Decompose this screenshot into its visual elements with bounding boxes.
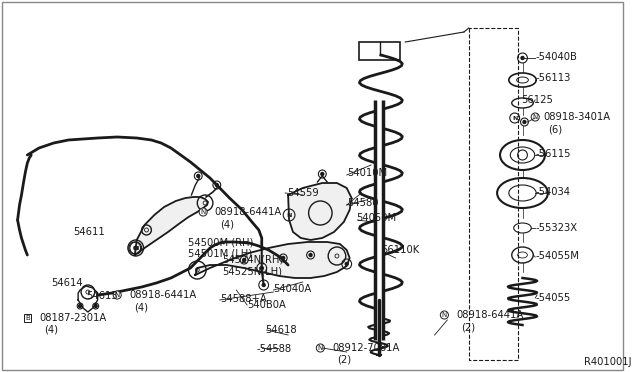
Text: -54588: -54588	[257, 344, 292, 354]
Text: (2): (2)	[337, 355, 351, 365]
Circle shape	[243, 259, 246, 262]
Text: -56115: -56115	[535, 149, 571, 159]
Text: N: N	[286, 212, 292, 218]
Text: -55323X: -55323X	[535, 223, 577, 233]
Text: (6): (6)	[548, 124, 562, 134]
Text: 54618: 54618	[266, 325, 297, 335]
Text: 54500M (RH): 54500M (RH)	[189, 237, 254, 247]
Text: (4): (4)	[44, 325, 58, 335]
Text: 08918-6441A: 08918-6441A	[215, 207, 282, 217]
Text: 56125: 56125	[522, 95, 554, 105]
Text: 08918-6441A: 08918-6441A	[456, 310, 524, 320]
Circle shape	[260, 266, 263, 269]
Text: 54614: 54614	[51, 278, 83, 288]
Circle shape	[262, 283, 265, 286]
Text: 08912-7081A: 08912-7081A	[332, 343, 399, 353]
Text: 54580: 54580	[347, 198, 378, 208]
Text: -54055: -54055	[535, 293, 570, 303]
Circle shape	[282, 257, 285, 260]
Text: 08918-6441A: 08918-6441A	[129, 290, 196, 300]
Text: 08187-2301A: 08187-2301A	[39, 313, 106, 323]
Text: -54034: -54034	[535, 187, 570, 197]
Circle shape	[521, 57, 524, 60]
Text: 54588+A: 54588+A	[220, 294, 266, 304]
Text: R401001J: R401001J	[584, 357, 632, 367]
Text: N: N	[133, 246, 138, 250]
Text: N: N	[132, 246, 138, 250]
Text: 54525N(LH): 54525N(LH)	[223, 267, 283, 277]
Text: 54613: 54613	[86, 291, 118, 301]
Circle shape	[523, 121, 526, 124]
Circle shape	[321, 173, 324, 176]
Text: N: N	[532, 114, 538, 120]
Polygon shape	[288, 183, 351, 240]
Text: N: N	[317, 345, 323, 351]
Text: 54050M: 54050M	[356, 213, 397, 223]
Circle shape	[94, 305, 97, 308]
Text: 08918-3401A: 08918-3401A	[543, 112, 610, 122]
Text: 54040A: 54040A	[273, 284, 312, 294]
Text: N: N	[442, 312, 447, 318]
Text: 540B0A: 540B0A	[247, 300, 286, 310]
Text: 54010M: 54010M	[347, 168, 387, 178]
Circle shape	[215, 183, 218, 186]
Text: N: N	[200, 209, 206, 215]
Text: 54524N(RH): 54524N(RH)	[223, 255, 284, 265]
Text: -54040B: -54040B	[535, 52, 577, 62]
Text: (2): (2)	[461, 322, 475, 332]
Text: 56110K: 56110K	[381, 245, 419, 255]
Text: N: N	[115, 292, 120, 298]
Text: 54559: 54559	[287, 188, 319, 198]
Polygon shape	[195, 242, 349, 278]
Circle shape	[196, 174, 200, 177]
Text: (4): (4)	[134, 302, 148, 312]
Text: N: N	[512, 115, 517, 121]
Text: 54611: 54611	[73, 227, 105, 237]
Text: 54501M (LH): 54501M (LH)	[189, 249, 253, 259]
Text: -54055M: -54055M	[535, 251, 579, 261]
Circle shape	[345, 263, 348, 266]
Polygon shape	[135, 197, 208, 255]
Circle shape	[79, 305, 81, 308]
Text: (4): (4)	[220, 219, 234, 229]
Text: B: B	[25, 315, 29, 321]
Bar	[360, 42, 401, 60]
Text: -56113: -56113	[535, 73, 571, 83]
Circle shape	[309, 253, 312, 257]
